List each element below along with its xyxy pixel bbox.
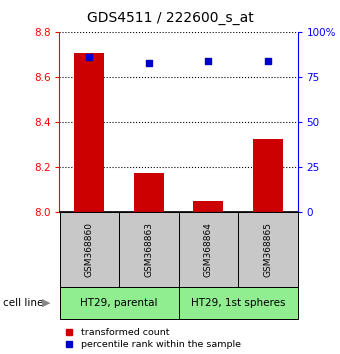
Text: cell line: cell line — [3, 298, 44, 308]
Bar — [59, 287, 178, 319]
Text: GSM368864: GSM368864 — [204, 222, 213, 277]
Text: GSM368860: GSM368860 — [85, 222, 94, 277]
Bar — [253, 139, 283, 212]
Bar — [238, 212, 298, 287]
Text: HT29, 1st spheres: HT29, 1st spheres — [191, 298, 285, 308]
Bar — [74, 53, 104, 212]
Point — [86, 54, 92, 60]
Text: GSM368865: GSM368865 — [263, 222, 272, 277]
Text: HT29, parental: HT29, parental — [80, 298, 158, 308]
Text: GDS4511 / 222600_s_at: GDS4511 / 222600_s_at — [87, 11, 253, 25]
Bar — [134, 173, 164, 212]
Bar — [193, 201, 223, 212]
Point — [265, 58, 271, 64]
Point — [205, 58, 211, 64]
Bar — [178, 287, 298, 319]
Bar — [119, 212, 178, 287]
Text: GSM368863: GSM368863 — [144, 222, 153, 277]
Bar — [59, 212, 119, 287]
Bar — [178, 212, 238, 287]
Legend: transformed count, percentile rank within the sample: transformed count, percentile rank withi… — [59, 329, 241, 349]
Text: ▶: ▶ — [42, 298, 50, 308]
Point — [146, 60, 152, 65]
